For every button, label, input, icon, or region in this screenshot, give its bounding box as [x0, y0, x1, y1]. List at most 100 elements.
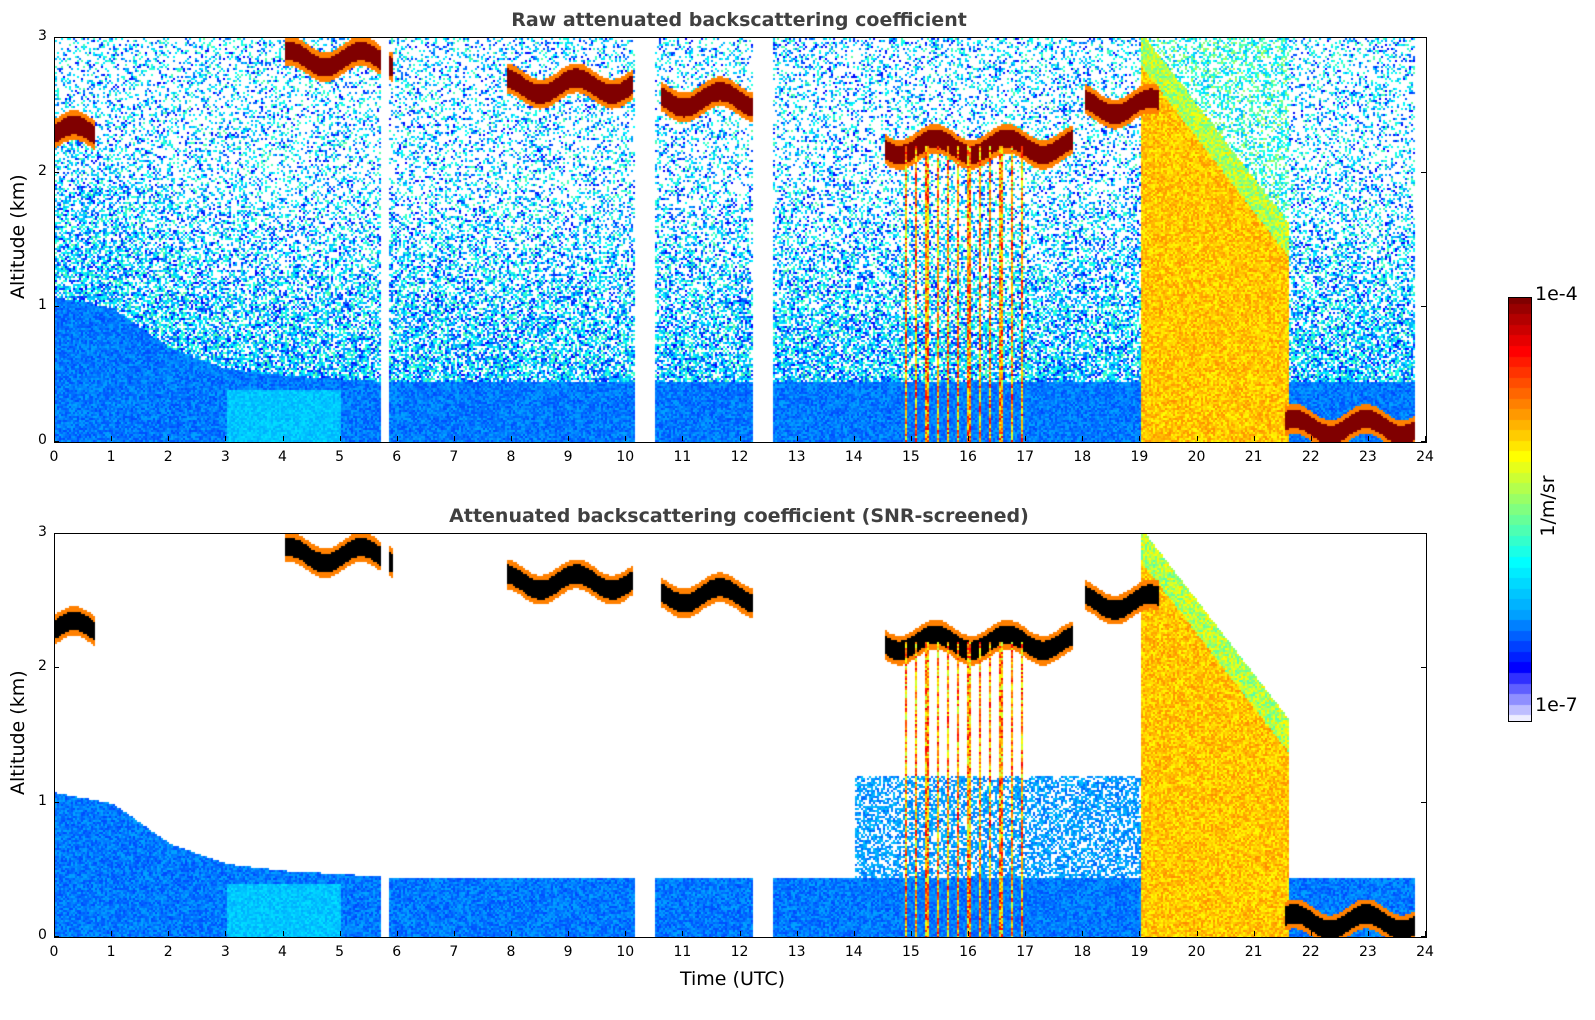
y-tick [54, 801, 59, 803]
y-tick-label: 2 [38, 162, 47, 179]
x-tick [282, 931, 284, 936]
y-tick [1421, 533, 1426, 534]
y-tick [1421, 306, 1426, 308]
x-tick [739, 436, 741, 441]
y-tick-label: 3 [38, 524, 47, 540]
x-tick-label: 24 [1416, 944, 1434, 960]
x-tick-label: 9 [563, 944, 573, 960]
colorbar [1508, 297, 1532, 722]
x-tick-label: 11 [673, 449, 692, 465]
x-tick-label: 18 [1073, 449, 1092, 465]
x-tick-label: 22 [1301, 449, 1320, 465]
x-tick-label: 9 [563, 449, 573, 465]
x-tick-label: 2 [163, 944, 173, 960]
y-tick-label: 3 [38, 28, 47, 44]
x-tick-label: 4 [278, 449, 287, 465]
x-tick [339, 931, 341, 936]
x-tick [282, 436, 284, 441]
x-tick [453, 436, 455, 441]
x-tick-label: 3 [220, 944, 230, 960]
x-tick [1025, 931, 1027, 936]
x-tick-label: 2 [163, 449, 173, 465]
x-tick [1310, 931, 1312, 936]
screened-backscatter-heatmap [54, 533, 1427, 938]
x-tick-label: 21 [1244, 449, 1263, 465]
x-tick [1367, 931, 1369, 936]
x-tick [568, 931, 570, 936]
x-tick-label: 15 [901, 944, 920, 960]
colorbar-label: 1/m/sr [1537, 475, 1559, 537]
bottom-x-axis-label: Time (UTC) [680, 968, 786, 990]
x-tick [1253, 931, 1255, 936]
x-tick [1139, 436, 1141, 441]
x-tick [225, 436, 227, 441]
x-tick [225, 931, 227, 936]
x-tick [1025, 436, 1027, 441]
x-tick-label: 6 [392, 944, 402, 960]
x-tick [682, 436, 684, 441]
x-tick-label: 13 [787, 449, 806, 465]
x-tick-label: 12 [730, 449, 749, 465]
x-tick-label: 3 [220, 449, 230, 465]
bottom-panel-title: Attenuated backscattering coefficient (S… [449, 505, 1029, 527]
y-tick [1421, 171, 1426, 173]
raw-backscatter-image [55, 38, 1426, 442]
x-tick [111, 436, 113, 441]
y-tick [1421, 936, 1426, 937]
x-tick [796, 931, 798, 936]
x-tick [739, 931, 741, 936]
screened-backscatter-image [55, 534, 1426, 937]
y-tick [1421, 441, 1426, 442]
x-tick-label: 10 [616, 944, 635, 960]
x-tick-label: 11 [673, 944, 692, 960]
x-tick [1139, 931, 1141, 936]
raw-backscatter-heatmap [54, 37, 1427, 443]
x-tick-label: 13 [787, 944, 806, 960]
x-tick-label: 10 [616, 449, 635, 465]
x-tick-label: 20 [1187, 449, 1206, 465]
y-tick [1421, 667, 1426, 669]
x-tick [511, 436, 512, 441]
y-tick-label: 1 [38, 792, 47, 809]
x-tick [168, 436, 170, 441]
x-tick [910, 436, 912, 441]
x-tick-label: 16 [959, 944, 977, 960]
x-tick [1310, 436, 1312, 441]
y-tick [54, 37, 59, 38]
x-tick-label: 0 [49, 944, 59, 960]
x-tick-label: 8 [506, 449, 516, 465]
x-tick [625, 931, 627, 936]
x-tick [568, 436, 570, 441]
x-tick-label: 5 [335, 449, 345, 465]
x-tick [1082, 436, 1084, 441]
y-tick [54, 936, 59, 937]
x-tick [54, 436, 55, 441]
top-y-axis-label: Altitude (km) [7, 174, 29, 299]
x-tick [1367, 436, 1369, 441]
x-tick-label: 1 [106, 449, 116, 465]
bottom-y-axis-label: Altitude (km) [7, 670, 29, 795]
x-tick [396, 436, 398, 441]
x-tick-label: 7 [449, 449, 459, 465]
x-tick [853, 436, 855, 441]
x-tick [1196, 931, 1198, 936]
x-tick [511, 931, 512, 936]
y-tick [1421, 37, 1426, 38]
y-tick [54, 171, 59, 173]
x-tick-label: 8 [506, 944, 516, 960]
x-tick [1425, 436, 1426, 441]
x-tick [453, 931, 455, 936]
x-tick-label: 15 [901, 449, 920, 465]
x-tick-label: 5 [335, 944, 345, 960]
x-tick-label: 19 [1130, 944, 1149, 960]
x-tick [682, 931, 684, 936]
x-tick [853, 931, 855, 936]
x-tick-label: 1 [106, 944, 116, 960]
x-tick-label: 4 [278, 944, 287, 960]
x-tick-label: 23 [1358, 449, 1377, 465]
x-tick [625, 436, 627, 441]
x-tick-label: 24 [1416, 449, 1434, 465]
x-tick [1082, 931, 1084, 936]
x-tick-label: 20 [1187, 944, 1206, 960]
x-tick [54, 931, 55, 936]
